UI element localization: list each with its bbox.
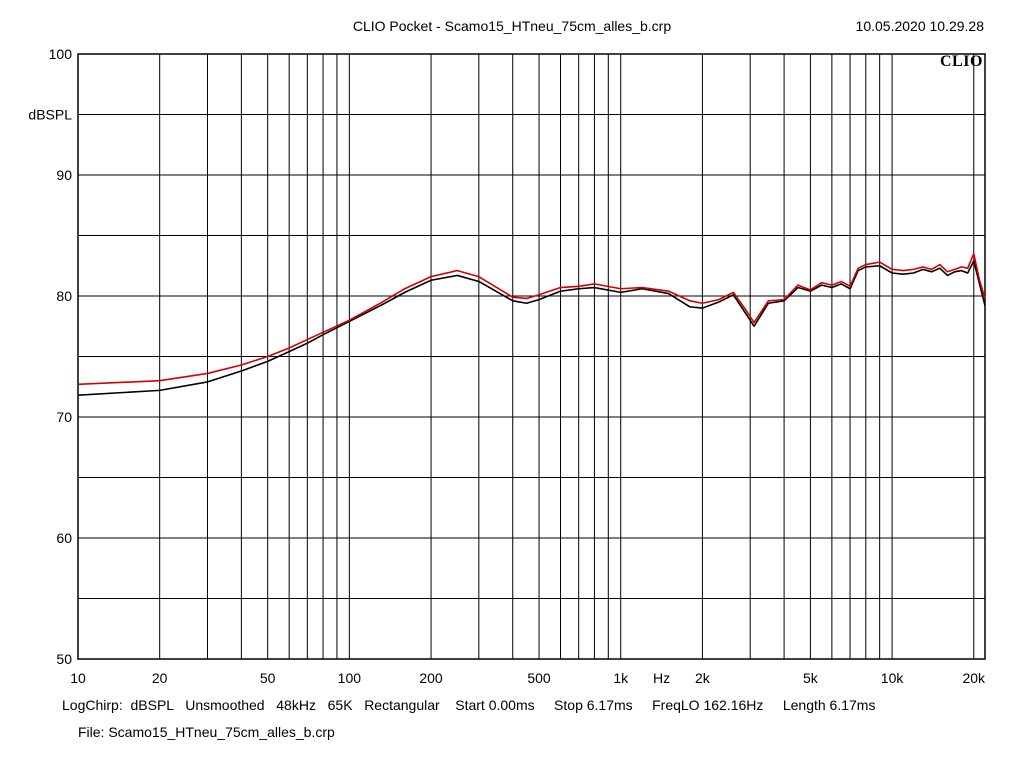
x-tick-label: 20k (962, 670, 986, 686)
x-tick-label: 100 (338, 670, 362, 686)
x-axis-label: Hz (653, 670, 670, 686)
y-tick-label: 90 (56, 167, 72, 183)
x-tick-label: 10k (881, 670, 905, 686)
x-tick-label: 10 (70, 670, 86, 686)
series-line-red (77, 252, 986, 386)
file-name: File: Scamo15_HTneu_75cm_alles_b.crp (78, 724, 335, 740)
x-tick-label: 2k (695, 670, 711, 686)
clio-logo: CLIO (940, 53, 983, 70)
plot-frame (77, 53, 986, 660)
y-tick-label: 70 (56, 409, 72, 425)
chart-title: CLIO Pocket - Scamo15_HTneu_75cm_alles_b… (352, 18, 672, 34)
y-tick-label: 80 (56, 288, 72, 304)
x-tick-label: 20 (152, 670, 168, 686)
x-tick-label: 50 (260, 670, 276, 686)
series-line-black (77, 260, 986, 397)
x-tick-label: 1k (613, 670, 629, 686)
timestamp: 10.05.2020 10.29.28 (855, 18, 984, 34)
x-tick-label: 500 (527, 670, 551, 686)
x-tick-label: 200 (419, 670, 443, 686)
x-tick-label: 5k (803, 670, 819, 686)
y-tick-label: 50 (56, 651, 72, 667)
y-tick-label: 60 (56, 530, 72, 546)
y-tick-label: 100 (49, 46, 73, 62)
y-axis-label: dBSPL (28, 107, 72, 123)
measurement-settings: LogChirp: dBSPL Unsmoothed 48kHz 65K Rec… (62, 697, 876, 713)
